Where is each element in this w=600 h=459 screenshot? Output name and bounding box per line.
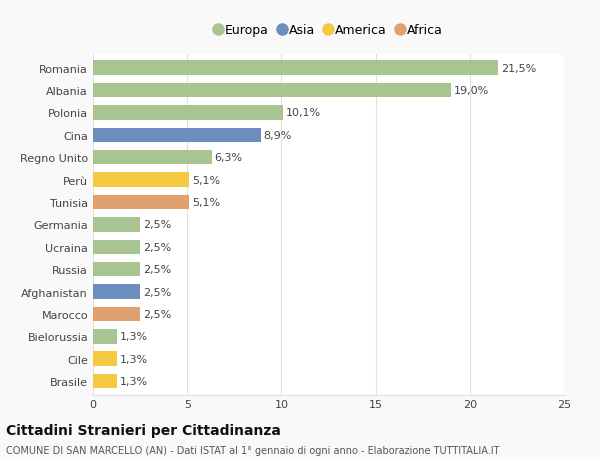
Bar [93,106,283,120]
Bar [93,263,140,277]
Bar [93,173,189,187]
Bar [93,240,140,255]
Bar [93,330,118,344]
Text: 2,5%: 2,5% [143,287,171,297]
Text: 2,5%: 2,5% [143,220,171,230]
Text: 6,3%: 6,3% [215,153,242,163]
Text: 1,3%: 1,3% [121,354,148,364]
Text: Cittadini Stranieri per Cittadinanza: Cittadini Stranieri per Cittadinanza [6,423,281,437]
Bar [93,218,140,232]
Text: 10,1%: 10,1% [286,108,321,118]
Bar [93,352,118,366]
Bar [93,307,140,322]
Text: 2,5%: 2,5% [143,264,171,274]
Legend: Europa, Asia, America, Africa: Europa, Asia, America, Africa [211,21,446,41]
Text: 5,1%: 5,1% [192,197,220,207]
Bar [93,61,498,76]
Text: 1,3%: 1,3% [121,376,148,386]
Text: 21,5%: 21,5% [501,63,536,73]
Text: 5,1%: 5,1% [192,175,220,185]
Bar [93,128,260,143]
Text: 1,3%: 1,3% [121,332,148,341]
Bar [93,151,212,165]
Text: 8,9%: 8,9% [263,130,292,140]
Bar [93,84,451,98]
Text: 19,0%: 19,0% [454,86,489,96]
Text: COMUNE DI SAN MARCELLO (AN) - Dati ISTAT al 1° gennaio di ogni anno - Elaborazio: COMUNE DI SAN MARCELLO (AN) - Dati ISTAT… [6,446,499,455]
Text: 2,5%: 2,5% [143,242,171,252]
Bar [93,374,118,389]
Bar [93,195,189,210]
Text: 2,5%: 2,5% [143,309,171,319]
Bar [93,285,140,299]
